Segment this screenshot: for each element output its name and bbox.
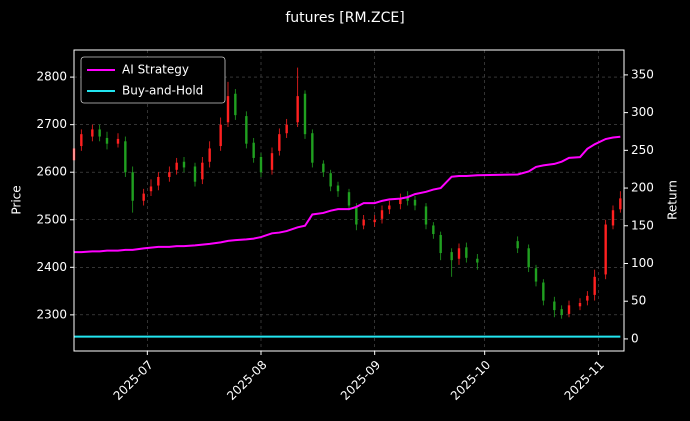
candle-body <box>347 192 351 206</box>
candle-body <box>413 199 417 206</box>
candle-body <box>116 138 120 144</box>
legend: AI Strategy Buy-and-Hold <box>80 56 226 104</box>
candle-body <box>157 176 160 186</box>
candle-body <box>586 295 589 301</box>
candle-body <box>542 282 545 301</box>
candle-body <box>245 116 248 144</box>
candle-body <box>593 276 596 295</box>
candle-body <box>124 141 127 173</box>
y2-tick-label: 200 <box>631 181 654 195</box>
legend-label: AI Strategy <box>122 63 189 77</box>
candle-body <box>619 198 622 210</box>
candle-body <box>98 129 101 137</box>
candle-body <box>252 142 255 158</box>
candle-body <box>91 129 94 137</box>
candle-body <box>362 219 365 226</box>
candle-body <box>604 224 607 275</box>
candle-body <box>578 302 582 307</box>
candle-body <box>336 185 340 192</box>
candle-body <box>131 172 134 201</box>
candle-body <box>406 196 409 201</box>
y-tick-label: 2500 <box>36 212 67 226</box>
y-tick-label: 2400 <box>36 260 67 274</box>
y2-tick-label: 0 <box>631 331 639 345</box>
candle-body <box>527 248 530 268</box>
candle-body <box>465 247 468 258</box>
y-axis-label: Price <box>10 185 24 214</box>
candle-body <box>105 137 109 144</box>
candle-body <box>175 162 178 170</box>
candle-body <box>201 162 204 180</box>
y2-tick-label: 100 <box>631 256 654 270</box>
candle-body <box>80 134 83 147</box>
candle-body <box>219 124 222 147</box>
candle-body <box>450 252 453 261</box>
candle-body <box>149 186 153 192</box>
candle-body <box>182 161 186 168</box>
candle-body <box>168 172 171 177</box>
candle-body <box>322 163 325 173</box>
candle-body <box>399 198 402 205</box>
candle-body <box>303 93 307 135</box>
legend-box <box>80 56 226 104</box>
plot-frame <box>73 49 625 352</box>
candle-body <box>193 166 197 182</box>
candle-body <box>285 124 288 134</box>
y2-tick-label: 150 <box>631 218 654 232</box>
candle-body <box>270 153 274 170</box>
y2-tick-label: 250 <box>631 143 654 157</box>
y-tick-label: 2600 <box>36 165 67 179</box>
legend-label: Buy-and-Hold <box>122 84 203 98</box>
y-tick-label: 2800 <box>36 70 67 84</box>
line-series <box>74 135 621 254</box>
y2-tick-label: 350 <box>631 67 654 81</box>
candle-body <box>208 148 211 162</box>
candle-body <box>311 133 314 163</box>
candle-body <box>296 96 299 123</box>
candle-body <box>355 206 358 225</box>
y-tick-label: 2700 <box>36 117 67 131</box>
candle-body <box>329 173 332 187</box>
candle-body <box>560 309 563 315</box>
candle-body <box>457 248 461 259</box>
candle-body <box>611 210 615 226</box>
candle-body <box>516 241 519 249</box>
candle-body <box>388 205 391 210</box>
candle-body <box>142 193 145 201</box>
candle-body <box>234 93 237 116</box>
y-tick-label: 2300 <box>36 307 67 321</box>
candle-body <box>380 210 384 219</box>
candle-body <box>226 96 230 123</box>
candle-body <box>567 305 571 314</box>
candle-body <box>439 234 442 254</box>
y2-tick-label: 50 <box>631 294 646 308</box>
candle-body <box>278 134 281 151</box>
chart-title: futures [RM.ZCE] <box>285 10 404 26</box>
candle-body <box>424 206 428 225</box>
candle-body <box>259 156 263 173</box>
candle-body <box>553 301 556 311</box>
y2-tick-label: 300 <box>631 105 654 119</box>
candle-body <box>534 268 538 282</box>
candle-body <box>432 225 435 235</box>
candle-body <box>476 258 479 263</box>
y2-axis-label: Return <box>666 180 680 220</box>
candle-body <box>373 219 376 223</box>
